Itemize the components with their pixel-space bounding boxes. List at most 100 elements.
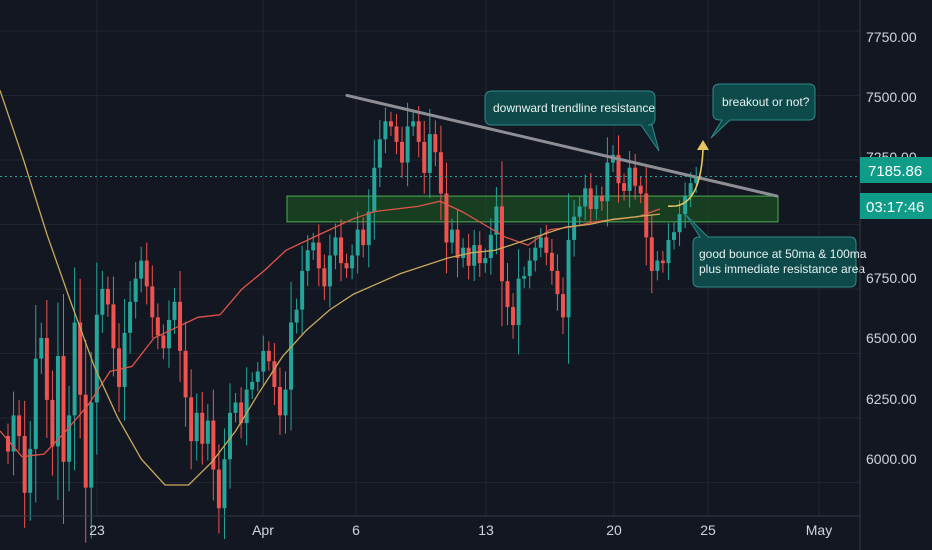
candle-body (244, 389, 249, 424)
support-zone-rect (286, 195, 779, 223)
candle-body (322, 268, 327, 287)
candle-body (50, 399, 55, 447)
price-badge: 7185.86 (860, 157, 932, 183)
candle-body (6, 436, 10, 452)
x-axis[interactable]: 23 Apr 6 13 20 25 May (89, 522, 832, 538)
candle-body (483, 258, 488, 264)
candle-body (416, 121, 421, 142)
candle-body (344, 263, 349, 269)
candle-body (128, 301, 133, 333)
moving-average-red-line (0, 200, 661, 458)
candle-body (17, 415, 22, 437)
candle-body (155, 317, 160, 336)
y-axis[interactable]: 7750.00 7500.00 7250.00 6750.00 6500.00 … (866, 29, 917, 467)
candle-body (189, 397, 194, 442)
candle-body (355, 229, 360, 256)
y-tick-label: 6000.00 (866, 451, 917, 467)
candle-body (627, 167, 632, 191)
candle-body (361, 229, 366, 246)
candle-body (261, 350, 266, 372)
candle-body (372, 167, 377, 212)
candle-body (11, 415, 16, 452)
candle-body (450, 229, 454, 243)
moving-average-orange-line (0, 90, 661, 486)
candle-body (572, 216, 577, 240)
candle-body (400, 141, 405, 163)
candle-body (577, 206, 582, 217)
breakout-arrow (667, 149, 704, 207)
candle-body (300, 270, 305, 310)
candle-body (172, 301, 177, 320)
candle-body (472, 245, 477, 266)
candle-body (544, 237, 549, 253)
candle-body (22, 436, 27, 493)
candle-body (549, 252, 554, 271)
candle-body (683, 196, 688, 215)
annotation-breakout: breakout or not? (710, 83, 816, 139)
candle-body (333, 237, 338, 256)
candle-body (94, 314, 99, 403)
candle-body (117, 348, 121, 387)
candle-body (616, 154, 621, 184)
x-tick-label: 23 (89, 522, 105, 538)
candle-body (277, 387, 282, 416)
candle-body (477, 245, 482, 264)
candle-body (494, 206, 499, 235)
candle-body (522, 276, 527, 279)
candlestick-series (6, 102, 699, 543)
x-tick-label: Apr (252, 522, 274, 538)
candle-body (422, 141, 427, 173)
candle-body (488, 234, 493, 258)
candle-body (222, 459, 227, 509)
candle-body (561, 294, 565, 318)
candle-body (649, 237, 654, 271)
candle-body (33, 358, 38, 449)
candle-body (444, 193, 449, 243)
candle-body (599, 196, 604, 202)
y-tick-label: 7750.00 (866, 29, 917, 45)
candle-body (83, 394, 88, 488)
candle-body (694, 176, 699, 184)
candle-body (78, 322, 83, 395)
downward-trendline (345, 93, 779, 198)
candle-body (660, 260, 665, 264)
candle-body (688, 183, 693, 197)
candle-body (327, 255, 332, 287)
candle-body (89, 402, 94, 488)
countdown-badge: 03:17:46 (860, 193, 932, 219)
candle-body (305, 250, 310, 271)
annotation-bounce-line1: good bounce at 50ma & 100ma (699, 247, 867, 261)
candle-body (405, 126, 410, 163)
candle-body (255, 371, 260, 382)
candle-body (266, 350, 271, 362)
candle-body (311, 242, 316, 251)
y-tick-label: 6750.00 (866, 270, 917, 286)
candle-body (44, 337, 49, 400)
candle-body (455, 229, 460, 258)
candle-body (150, 286, 155, 318)
candle-body (499, 206, 504, 282)
candle-body (339, 237, 343, 264)
candle-body (161, 335, 166, 349)
candle-body (383, 121, 388, 140)
candle-body (588, 188, 593, 209)
annotation-trendline: downward trendline resistance (484, 90, 660, 152)
candle-body (200, 412, 205, 444)
candle-body (139, 260, 144, 279)
candle-body (433, 134, 438, 153)
candle-body (466, 247, 471, 266)
candle-body (194, 412, 199, 442)
candle-body (566, 239, 571, 318)
candle-body (111, 304, 116, 349)
candle-body (28, 448, 33, 493)
candle-body (272, 361, 277, 387)
x-tick-label: 6 (352, 522, 360, 538)
candle-body (594, 196, 599, 209)
candle-body (516, 278, 521, 326)
x-tick-label: 25 (700, 522, 716, 538)
candle-body (655, 260, 660, 271)
x-tick-label: 13 (478, 522, 494, 538)
candle-body (377, 139, 382, 168)
candle-body (666, 239, 671, 264)
